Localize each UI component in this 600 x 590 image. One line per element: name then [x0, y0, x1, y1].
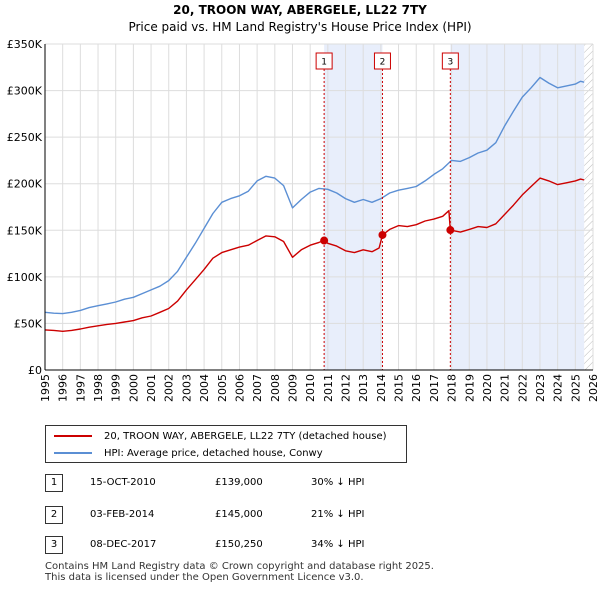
- legend-item-property: 20, TROON WAY, ABERGELE, LL22 7TY (detac…: [54, 428, 387, 444]
- sale-number-badge: 3: [45, 536, 63, 554]
- price-chart: 20, TROON WAY, ABERGELE, LL22 7TY Price …: [7, 3, 600, 402]
- y-tick-label: £0: [28, 364, 42, 377]
- marker-badge: [441, 52, 459, 70]
- x-tick-label: 2021: [499, 374, 512, 402]
- footer-copyright: Contains HM Land Registry data © Crown c…: [45, 561, 434, 572]
- y-tick-label: £300K: [7, 85, 43, 98]
- x-tick-label: 2011: [322, 374, 335, 402]
- footer: Contains HM Land Registry data © Crown c…: [45, 561, 434, 583]
- x-tick-label: 2025: [569, 374, 582, 402]
- x-tick-label: 2020: [481, 374, 494, 402]
- x-tick-label: 2023: [534, 374, 547, 402]
- x-tick-label: 2016: [410, 374, 423, 402]
- marker-label: 3: [447, 58, 453, 68]
- x-tick-label: 2006: [233, 374, 246, 402]
- x-tick-label: 2019: [463, 374, 476, 402]
- x-tick-label: 1996: [57, 374, 70, 402]
- y-tick-label: £250K: [7, 131, 43, 144]
- x-tick-label: 2009: [286, 374, 299, 402]
- sale-row: 1 15-OCT-2010 £139,000 30% ↓ HPI: [45, 474, 425, 494]
- x-tick-label: 2026: [587, 374, 600, 402]
- axes: £0 £50K £100K £150K £200K £250K £300K £350K 1995…: [7, 38, 600, 402]
- legend-swatch-property: [54, 435, 92, 437]
- marker-label: 1: [321, 58, 327, 68]
- legend: 20, TROON WAY, ABERGELE, LL22 7TY (detac…: [45, 425, 407, 463]
- x-tick-label: 2007: [251, 374, 264, 402]
- x-tick-label: 2018: [446, 374, 459, 402]
- legend-item-hpi: HPI: Average price, detached house, Conw…: [54, 445, 323, 461]
- x-tick-label: 2015: [393, 374, 406, 402]
- y-tick-label: £150K: [7, 224, 43, 237]
- sale-date: 08-DEC-2017: [90, 539, 157, 550]
- sale-price: £145,000: [215, 509, 263, 520]
- plot-background: [324, 44, 593, 370]
- x-tick-label: 1997: [74, 374, 87, 402]
- sale-number-badge: 1: [45, 474, 63, 492]
- marker-label: 2: [380, 58, 386, 68]
- sale-price: £139,000: [215, 477, 263, 488]
- sale-hpi-diff: 21% ↓ HPI: [311, 509, 365, 520]
- sale-date: 03-FEB-2014: [90, 509, 155, 520]
- sale-hpi-diff: 34% ↓ HPI: [311, 539, 365, 550]
- x-tick-label: 1999: [110, 374, 123, 402]
- y-tick-label: £350K: [7, 38, 43, 51]
- x-tick-label: 2012: [340, 374, 353, 402]
- x-tick-label: 2014: [375, 374, 388, 402]
- x-tick-label: 2013: [357, 374, 370, 402]
- shaded-period: [324, 44, 383, 370]
- x-tick-label: 2005: [216, 374, 229, 402]
- x-tick-label: 2017: [428, 374, 441, 402]
- y-tick-label: £100K: [7, 271, 43, 284]
- x-tick-label: 2024: [552, 374, 565, 402]
- sale-number-badge: 2: [45, 506, 63, 524]
- sale-date: 15-OCT-2010: [90, 477, 156, 488]
- sale-point: [446, 226, 455, 235]
- grid-lines: [44, 43, 594, 371]
- x-tick-label: 2008: [269, 374, 282, 402]
- legend-swatch-hpi: [54, 452, 92, 454]
- y-tick-label: £50K: [14, 317, 43, 330]
- x-tick-label: 1995: [39, 374, 52, 402]
- sale-point: [320, 236, 329, 245]
- footer-licence: This data is licensed under the Open Gov…: [45, 572, 364, 583]
- chart-title: 20, TROON WAY, ABERGELE, LL22 7TY: [173, 3, 427, 17]
- series-line: [44, 76, 585, 315]
- chart-subtitle: Price paid vs. HM Land Registry's House …: [128, 20, 471, 34]
- x-tick-label: 2003: [180, 374, 193, 402]
- marker-badge: [315, 52, 333, 70]
- x-tick-label: 2002: [163, 374, 176, 402]
- x-tick-label: 2000: [127, 374, 140, 402]
- sale-price: £150,250: [215, 539, 263, 550]
- sale-row: 2 03-FEB-2014 £145,000 21% ↓ HPI: [45, 506, 425, 526]
- sale-point: [378, 230, 387, 239]
- sale-hpi-diff: 30% ↓ HPI: [311, 477, 365, 488]
- x-tick-label: 2004: [198, 374, 211, 402]
- x-tick-label: 2022: [516, 374, 529, 402]
- future-hatch: [584, 44, 593, 370]
- marker-badge: [373, 52, 391, 70]
- legend-label-property: 20, TROON WAY, ABERGELE, LL22 7TY (detac…: [104, 430, 387, 442]
- x-tick-label: 2001: [145, 374, 158, 402]
- shaded-period: [450, 44, 585, 370]
- x-tick-label: 1998: [92, 374, 105, 402]
- y-tick-label: £200K: [7, 178, 43, 191]
- sale-markers: 1 2 3: [315, 52, 459, 370]
- legend-label-hpi: HPI: Average price, detached house, Conw…: [104, 447, 323, 459]
- x-tick-label: 2010: [304, 374, 317, 402]
- sale-row: 3 08-DEC-2017 £150,250 34% ↓ HPI: [45, 536, 425, 556]
